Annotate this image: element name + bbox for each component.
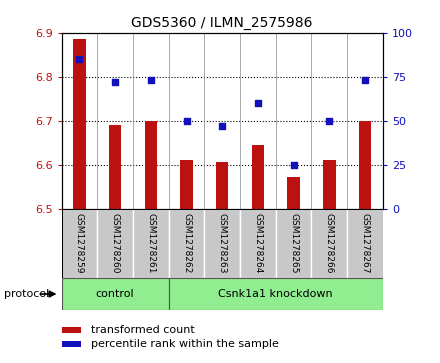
Bar	[62, 341, 81, 347]
Text: GSM1278262: GSM1278262	[182, 213, 191, 273]
Text: Csnk1a1 knockdown: Csnk1a1 knockdown	[218, 289, 333, 299]
Bar	[180, 160, 193, 363]
Bar	[73, 39, 86, 363]
Text: GSM1278266: GSM1278266	[325, 213, 334, 273]
Point	[112, 79, 119, 85]
Bar	[347, 209, 383, 278]
Bar	[133, 209, 169, 278]
Bar	[62, 209, 97, 278]
Point	[76, 56, 83, 62]
Bar	[287, 177, 300, 363]
Point	[290, 162, 297, 168]
Bar	[97, 209, 133, 278]
Bar	[276, 209, 312, 278]
Text: GSM1278267: GSM1278267	[360, 213, 370, 273]
Bar	[252, 145, 264, 363]
Text: percentile rank within the sample: percentile rank within the sample	[91, 339, 279, 349]
Bar	[62, 278, 169, 310]
Title: GDS5360 / ILMN_2575986: GDS5360 / ILMN_2575986	[132, 16, 313, 30]
Text: GSM1278264: GSM1278264	[253, 213, 262, 273]
Text: transformed count: transformed count	[91, 325, 194, 335]
Bar	[204, 209, 240, 278]
Text: GSM1278260: GSM1278260	[110, 213, 120, 273]
Bar	[216, 162, 228, 363]
Text: GSM1278259: GSM1278259	[75, 213, 84, 273]
Text: GSM1278263: GSM1278263	[218, 213, 227, 273]
Bar	[240, 209, 276, 278]
Bar	[312, 209, 347, 278]
Point	[183, 118, 190, 123]
Bar	[359, 121, 371, 363]
Text: GSM1278265: GSM1278265	[289, 213, 298, 273]
Bar	[62, 327, 81, 333]
Bar	[109, 125, 121, 363]
Text: protocol: protocol	[4, 289, 50, 299]
Point	[326, 118, 333, 123]
Text: GSM1278261: GSM1278261	[147, 213, 155, 273]
Point	[219, 123, 226, 129]
Point	[254, 100, 261, 106]
Bar	[145, 121, 157, 363]
Bar	[169, 209, 204, 278]
Text: control: control	[96, 289, 135, 299]
Bar	[323, 160, 336, 363]
Point	[147, 77, 154, 83]
Bar	[169, 278, 383, 310]
Point	[361, 77, 368, 83]
